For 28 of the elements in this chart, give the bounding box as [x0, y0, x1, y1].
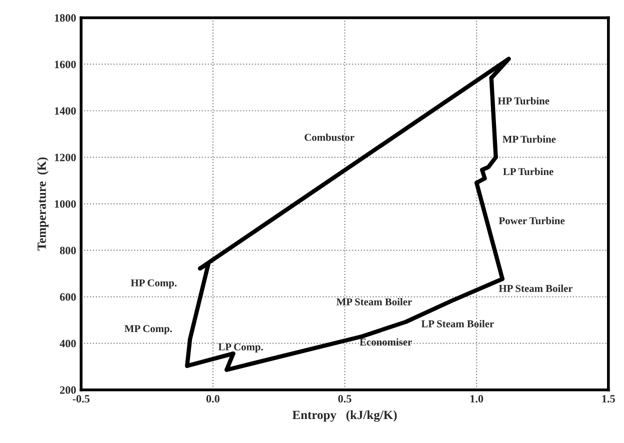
- annotation: MP Comp.: [124, 325, 172, 334]
- annotation: MP Turbine: [502, 135, 556, 143]
- annotation: LP Turbine: [503, 168, 554, 176]
- x-tick-label: 0.0: [206, 395, 220, 403]
- annotation: LP Steam Boiler: [421, 320, 494, 328]
- annotation: Economiser: [360, 338, 412, 346]
- annotation: MP Steam Boiler: [336, 298, 412, 306]
- annotation: LP Comp.: [218, 343, 263, 353]
- x-tick-label: 0.5: [338, 395, 352, 403]
- x-axis-title: Entropy (kJ/kg/K): [292, 410, 397, 422]
- y-tick-label: 600: [60, 293, 76, 301]
- annotation: HP Comp.: [130, 279, 177, 289]
- y-axis-title: Temperature (K): [37, 157, 48, 250]
- annotation: Combustor: [304, 134, 354, 141]
- y-tick-label: 1200: [54, 154, 76, 162]
- annotation: Power Turbine: [498, 216, 565, 224]
- x-tick-label: -0.5: [72, 395, 90, 403]
- annotation: HP Turbine: [498, 97, 550, 104]
- x-tick-label: 1.0: [470, 395, 484, 403]
- y-tick-label: 1800: [54, 14, 76, 22]
- y-tick-label: 800: [60, 246, 76, 254]
- y-tick-label: 1000: [54, 200, 76, 208]
- annotation: HP Steam Boiler: [498, 284, 573, 292]
- y-tick-label: 1600: [54, 60, 76, 68]
- y-tick-label: 200: [60, 386, 76, 394]
- y-tick-label: 400: [60, 340, 76, 348]
- y-tick-label: 1400: [54, 107, 76, 115]
- x-tick-label: 1.5: [602, 395, 615, 403]
